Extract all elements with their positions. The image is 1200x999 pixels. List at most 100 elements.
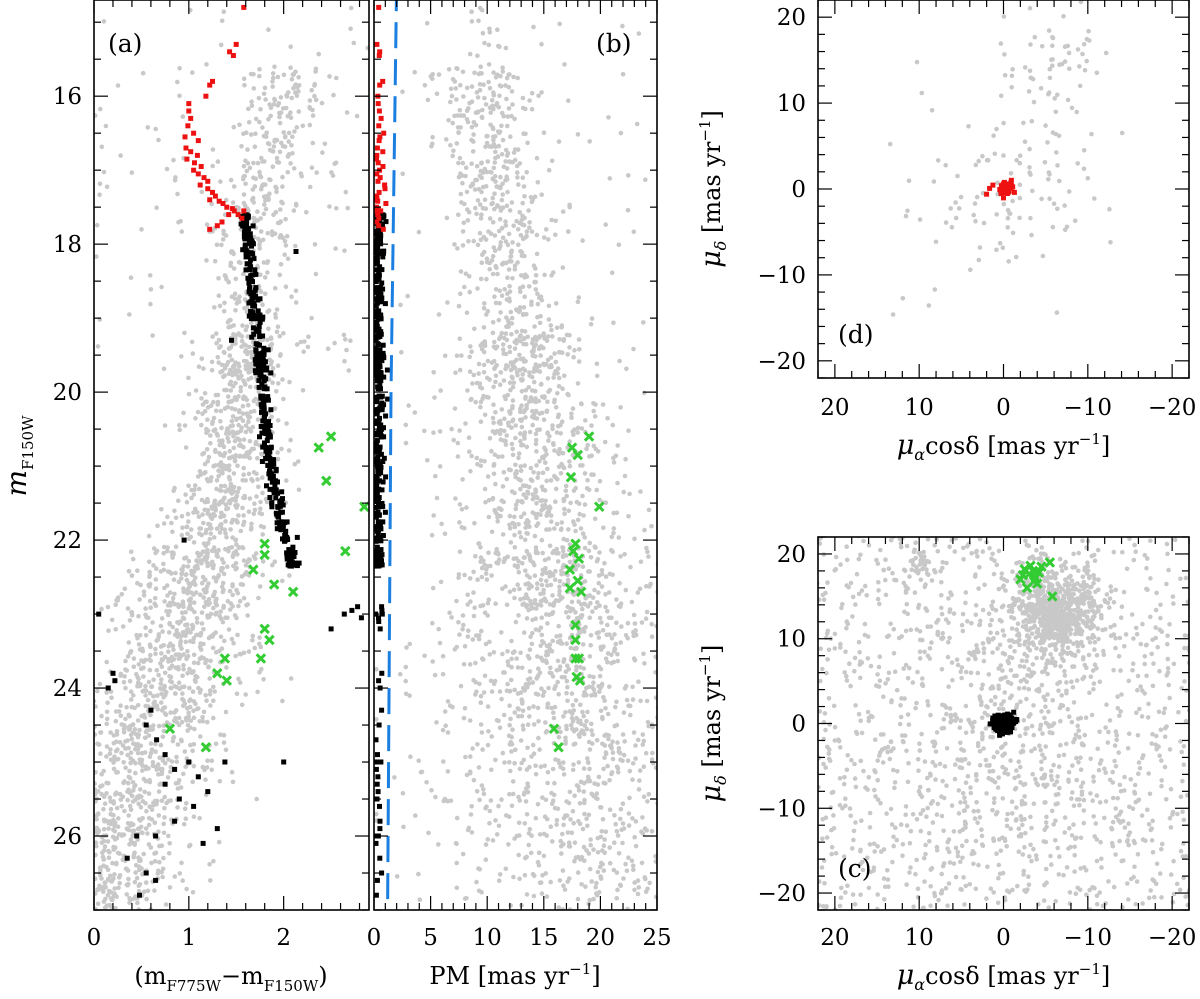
field-star-point (541, 587, 546, 593)
field-star-point (484, 375, 490, 381)
field-star-point (504, 75, 510, 81)
field-star-point (563, 553, 569, 558)
field-star-point (592, 587, 597, 593)
field-star-point (610, 549, 615, 554)
field-star-point (479, 574, 485, 580)
field-star-point (399, 350, 404, 355)
field-star-point (680, 780, 685, 785)
field-star-point (162, 654, 168, 660)
field-star-point (203, 777, 208, 782)
field-star-point (499, 123, 504, 129)
field-star-point (188, 697, 193, 702)
field-star-point (635, 737, 641, 743)
field-star-point (686, 794, 691, 799)
field-star-point (473, 177, 478, 183)
member-star-point (262, 440, 267, 446)
field-star-point (533, 266, 538, 271)
field-star-point (125, 654, 131, 659)
field-star-point (104, 721, 109, 727)
field-star-point (570, 406, 576, 411)
field-star-point (541, 831, 547, 837)
field-star-point (537, 832, 543, 837)
field-star-point (492, 507, 498, 513)
field-star-point (507, 349, 513, 355)
field-star-point (539, 537, 545, 543)
field-star-point (168, 769, 173, 774)
field-star-point (565, 663, 570, 668)
field-star-point (230, 364, 236, 370)
field-star-point (601, 695, 606, 700)
field-star-point (94, 891, 98, 896)
field-star-point (190, 779, 195, 785)
field-star-point (688, 747, 693, 752)
field-star-point (524, 311, 529, 317)
field-star-point (639, 860, 645, 866)
field-star-point (643, 177, 648, 182)
field-star-point (555, 559, 561, 564)
field-star-point (213, 463, 218, 468)
field-star-point (615, 443, 620, 448)
member-star-point (277, 524, 283, 530)
field-star-point (180, 525, 185, 530)
field-star-point (239, 425, 244, 431)
member-star-point (248, 264, 254, 270)
field-star-point (667, 781, 672, 786)
field-star-point (513, 471, 518, 477)
field-star-point (559, 350, 565, 356)
field-star-point (217, 303, 223, 309)
field-star-point (292, 129, 297, 134)
field-star-point (582, 797, 587, 803)
field-star-point (522, 408, 528, 413)
field-star-point (374, 818, 379, 823)
field-star-point (170, 555, 175, 560)
field-star-point (567, 709, 573, 714)
field-star-point (464, 189, 470, 195)
bright-member-point (241, 208, 247, 214)
field-star-point (616, 603, 622, 609)
field-star-point (229, 294, 235, 300)
field-star-point (586, 569, 591, 574)
field-star-point (287, 379, 292, 385)
field-star-point (554, 430, 560, 435)
field-star-point (539, 632, 545, 638)
field-star-point (244, 305, 250, 310)
field-star-point (644, 828, 649, 833)
field-star-point (542, 814, 548, 819)
field-star-point (542, 395, 547, 401)
field-star-point (540, 693, 546, 698)
field-star-point (621, 876, 626, 881)
field-star-point (507, 380, 513, 386)
field-star-point (192, 609, 197, 615)
field-star-point (163, 902, 169, 907)
field-star-point (554, 551, 559, 556)
field-star-point (194, 616, 200, 621)
field-star-point (202, 507, 207, 513)
field-star-point (147, 598, 153, 604)
field-star-point (110, 860, 115, 866)
field-star-point (556, 734, 562, 740)
field-star-point (288, 437, 293, 443)
field-star-point (479, 212, 484, 217)
field-star-point (594, 361, 600, 367)
field-star-point (135, 635, 140, 641)
field-star-point (589, 879, 594, 884)
field-star-point (130, 556, 136, 562)
field-star-point (141, 851, 146, 857)
field-star-point (516, 613, 521, 618)
field-star-point (517, 367, 522, 373)
field-star-point (255, 484, 261, 490)
field-star-point (518, 738, 524, 743)
field-star-point (148, 644, 153, 650)
field-star-point (676, 877, 681, 882)
field-star-point (161, 855, 166, 861)
field-star-point (517, 530, 522, 535)
field-star-point (240, 505, 245, 511)
field-star-point (289, 294, 294, 300)
field-star-point (179, 514, 185, 519)
field-star-point (481, 82, 486, 87)
field-star-point (219, 488, 224, 493)
field-star-point (620, 23, 625, 29)
field-star-point (204, 765, 210, 770)
field-star-point (683, 870, 688, 875)
field-star-point (544, 649, 549, 655)
